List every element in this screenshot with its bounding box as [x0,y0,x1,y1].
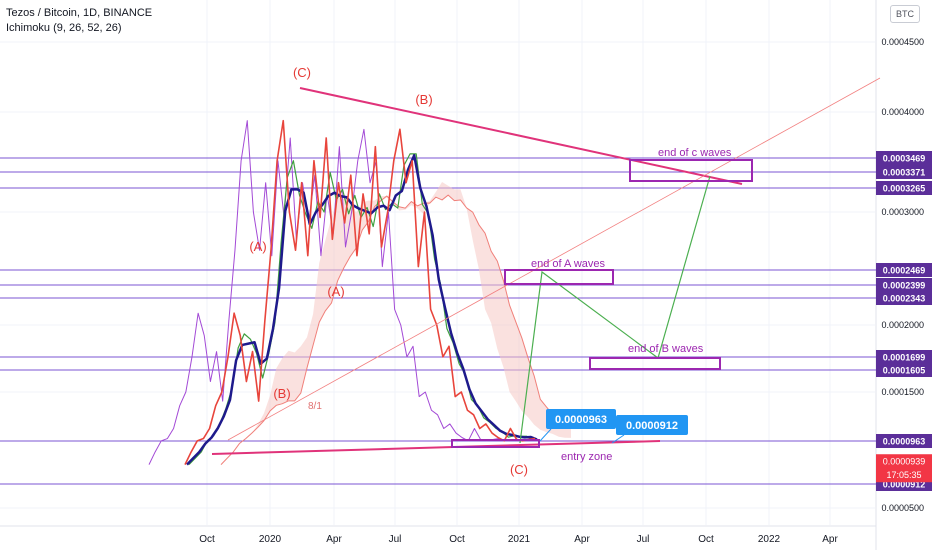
price-level-tag-label: 0.0001699 [883,353,926,363]
y-tick-label: 0.0000500 [881,503,924,513]
wave-label: (C) [510,462,528,477]
countdown-label: 17:05:35 [886,470,921,480]
price-level-tag [876,181,932,195]
y-tick-label: 0.0002000 [881,320,924,330]
callout-box [616,415,688,435]
callout-box [546,409,616,429]
upper-trendline [299,87,743,185]
price-level-tag-label: 0.0000912 [883,480,926,490]
price-level-tag-label: 0.0002399 [883,281,926,291]
wave-label: (A) [249,239,266,254]
price-level-tag [876,350,932,364]
price-level-tag [876,151,932,165]
price-level-tag-label: 0.0003469 [883,154,926,164]
x-tick-label: Apr [822,534,838,545]
current-price-label: 0.0000939 [883,457,926,467]
annotation-label: entry zone [561,451,612,463]
ichimoku-lagging-span [148,120,500,465]
price-level-tag [876,165,932,179]
price-level-tag-label: 0.0002343 [883,294,926,304]
x-tick-label: Oct [698,534,714,545]
callout-label: 0.0000912 [626,420,678,432]
annotation-label: end of c waves [658,147,732,159]
diagonal-trendline [227,77,881,441]
chart-title: Tezos / Bitcoin, 1D, BINANCE [6,7,153,19]
price-level-tag-label: 0.0003265 [883,184,926,194]
annotation-label: end of B waves [628,343,704,355]
price-level-tag [876,291,932,305]
current-price-tag [876,454,932,483]
wave-label: (B) [415,92,432,107]
y-tick-label: 0.0004500 [881,37,924,47]
annotation-label: end of A waves [531,258,605,270]
entry-box [451,439,540,448]
x-tick-label: Oct [199,534,215,545]
x-tick-label: Apr [326,534,342,545]
price-level-tag-label: 0.0001605 [883,366,926,376]
x-tick-label: Oct [449,534,465,545]
x-tick-label: Jul [389,534,402,545]
callout-label: 0.0000963 [555,414,607,426]
x-tick-label: Apr [574,534,590,545]
y-tick-label: 0.0001500 [881,387,924,397]
wave-label: (B) [273,386,290,401]
projection-path [519,175,711,444]
indicator-label: Ichimoku (9, 26, 52, 26) [6,22,122,34]
price-level-tag [876,263,932,277]
end-a-box [504,269,614,285]
callout-pointer [611,434,625,444]
price-level-tag-label: 0.0002469 [883,266,926,276]
wave-label: (A) [327,284,344,299]
annotation-label: 8/1 [308,401,322,412]
price-line [184,119,536,465]
callout-pointer [539,428,552,442]
end-c-box [629,159,753,182]
price-level-tag [876,278,932,292]
currency-button[interactable]: BTC [890,5,920,23]
price-level-tag [876,434,932,448]
price-level-tag [876,363,932,377]
ichimoku-cloud [221,181,571,465]
wave-label: (C) [293,65,311,80]
price-level-tag-label: 0.0003371 [883,168,926,178]
y-tick-label: 0.0004000 [881,107,924,117]
end-b-box [589,357,721,370]
x-tick-label: Jul [637,534,650,545]
x-tick-label: 2021 [508,534,531,545]
y-tick-label: 0.0003000 [881,207,924,217]
lower-trendline [211,440,661,455]
price-level-tag-label: 0.0000963 [883,437,926,447]
chart-legend: Tezos / Bitcoin, 1D, BINANCE Ichimoku (9… [6,6,152,36]
ichimoku-span-b [220,194,572,465]
x-tick-label: 2020 [259,534,282,545]
x-tick-label: 2022 [758,534,781,545]
